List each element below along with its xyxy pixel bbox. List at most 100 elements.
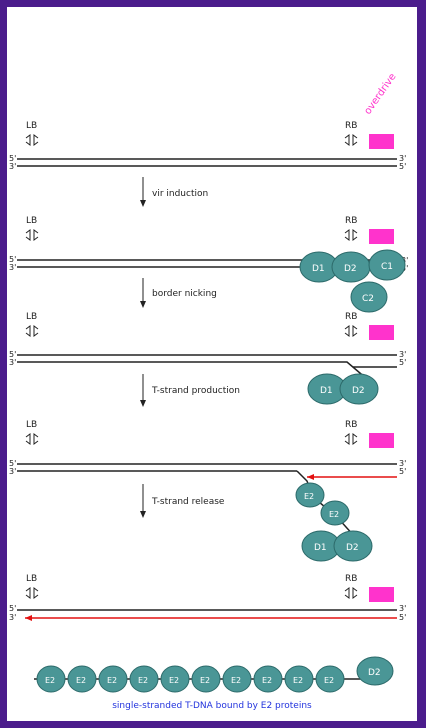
protein-d2-label: D2 [346, 543, 359, 553]
lb-label: LB [26, 574, 37, 584]
three-prime-label: 3' [399, 604, 406, 613]
step-label: T-strand release [151, 497, 225, 507]
five-prime-label: 5' [399, 467, 406, 476]
protein-e2 [160, 665, 190, 693]
protein-c1 [368, 249, 406, 281]
three-prime-label: 3' [9, 613, 16, 622]
protein-c1-label: C1 [381, 262, 393, 272]
protein-e2 [320, 500, 350, 526]
arrowhead-left-icon [25, 615, 32, 621]
five-prime-label: 5' [9, 604, 16, 613]
protein-d2 [333, 530, 373, 562]
protein-e2-label: E2 [200, 676, 210, 685]
vird-complex: D1 D2 C1 C2 [299, 249, 406, 313]
stage-2: LB RB 5' 3' 3' 5' D1 D2 C1 C2 [9, 216, 408, 313]
protein-d2 [339, 373, 379, 405]
protein-e2 [284, 665, 314, 693]
t-complex: E2 E2 E2 E2 E2 E2 E2 E2 E2 E2 D2 [34, 656, 394, 693]
five-prime-label: 5' [399, 613, 406, 622]
arrow-down-icon [140, 177, 146, 207]
protein-d2 [356, 656, 394, 686]
arrow-down-icon [140, 278, 146, 308]
border-repeat-icon [25, 134, 39, 146]
protein-e2-label: E2 [324, 676, 334, 685]
protein-e2-label: E2 [231, 676, 241, 685]
five-prime-label: 5' [9, 459, 16, 468]
border-repeat-icon [344, 325, 358, 337]
protein-e2 [36, 665, 66, 693]
protein-d2-label: D2 [352, 386, 365, 396]
step-t-strand-production: T-strand production [140, 374, 240, 407]
protein-e2-label: E2 [169, 676, 179, 685]
five-prime-label: 5' [9, 154, 16, 163]
stage-5: LB RB 5' 3' 3' 5' [9, 574, 406, 622]
protein-e2-label: E2 [304, 492, 314, 501]
step-label: T-strand production [151, 386, 240, 396]
protein-d1-label: D1 [314, 543, 327, 553]
rb-label: RB [345, 574, 357, 584]
border-repeat-icon [344, 433, 358, 445]
protein-e2 [295, 482, 325, 508]
step-label: vir induction [152, 189, 208, 199]
arrowhead-left-icon [307, 474, 314, 480]
border-repeat-icon [25, 433, 39, 445]
protein-e2 [222, 665, 252, 693]
protein-c2-label: C2 [362, 294, 374, 304]
protein-e2 [315, 665, 345, 693]
arrow-down-icon [140, 374, 146, 407]
protein-e2-label: E2 [76, 676, 86, 685]
overdrive-label: overdrive [362, 72, 398, 117]
five-prime-label: 5' [9, 350, 16, 359]
border-repeat-icon [25, 229, 39, 241]
overdrive-box-icon [369, 325, 394, 340]
caption: single-stranded T-DNA bound by E2 protei… [112, 701, 312, 711]
protein-d2-label: D2 [344, 264, 357, 274]
five-prime-label: 5' [399, 358, 406, 367]
protein-e2-label: E2 [293, 676, 303, 685]
overdrive-box-icon [369, 229, 394, 244]
five-prime-label: 5' [399, 162, 406, 171]
stage-1: LB RB 5' 3' 3' 5' [9, 121, 406, 171]
rb-label: RB [345, 216, 357, 226]
step-vir-induction: vir induction [140, 177, 208, 207]
overdrive-box-icon [369, 134, 394, 149]
protein-d1-label: D1 [312, 264, 325, 274]
protein-e2 [191, 665, 221, 693]
step-border-nicking: border nicking [140, 278, 217, 308]
three-prime-label: 3' [399, 459, 406, 468]
stage-4: LB RB 5' 3' 3' 5' E2 E2 D1 D2 [9, 420, 406, 562]
arrow-down-icon [140, 484, 146, 518]
lb-label: LB [26, 216, 37, 226]
protein-e2 [253, 665, 283, 693]
three-prime-label: 3' [9, 358, 16, 367]
three-prime-label: 3' [9, 467, 16, 476]
protein-e2 [67, 665, 97, 693]
lb-label: LB [26, 121, 37, 131]
protein-e2-label: E2 [107, 676, 117, 685]
lb-label: LB [26, 420, 37, 430]
border-repeat-icon [344, 134, 358, 146]
tdna-processing-diagram: overdrive LB RB 5' 3' 3' 5' vir inductio… [9, 72, 408, 711]
three-prime-label: 3' [399, 350, 406, 359]
protein-e2-label: E2 [45, 676, 55, 685]
diagram-frame: overdrive LB RB 5' 3' 3' 5' vir inductio… [7, 7, 417, 721]
overdrive-box-icon [369, 587, 394, 602]
protein-e2 [98, 665, 128, 693]
protein-e2 [129, 665, 159, 693]
rb-label: RB [345, 121, 357, 131]
stage-3: LB RB 5' 3' 3' 5' D1 D2 [9, 312, 406, 405]
overdrive-box-icon [369, 433, 394, 448]
protein-d1-label: D1 [320, 386, 333, 396]
lb-label: LB [26, 312, 37, 322]
three-prime-label: 3' [9, 263, 16, 272]
border-repeat-icon [25, 587, 39, 599]
three-prime-label: 3' [399, 154, 406, 163]
protein-e2-label: E2 [262, 676, 272, 685]
protein-e2-label: E2 [329, 510, 339, 519]
border-repeat-icon [25, 325, 39, 337]
protein-c2 [350, 281, 388, 313]
border-repeat-icon [344, 587, 358, 599]
rb-label: RB [345, 420, 357, 430]
border-repeat-icon [344, 229, 358, 241]
three-prime-label: 3' [9, 162, 16, 171]
